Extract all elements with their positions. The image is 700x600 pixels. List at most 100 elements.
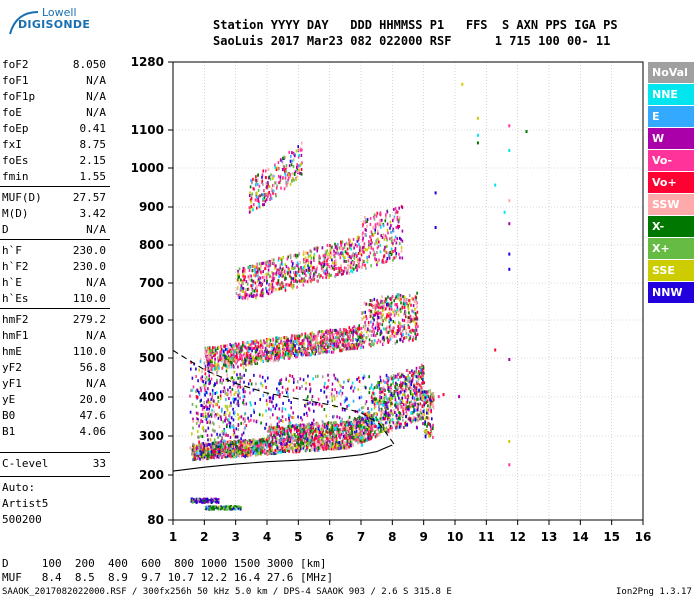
echo-point	[304, 332, 307, 336]
echo-point	[348, 403, 350, 407]
echo-point	[227, 449, 230, 453]
echo-point	[324, 272, 327, 276]
echo-point	[421, 397, 423, 400]
echo-point	[258, 355, 260, 359]
echo-point	[419, 388, 422, 392]
echo-point	[314, 375, 317, 379]
echo-point	[373, 213, 376, 217]
echo-point	[250, 362, 252, 366]
echo-point	[354, 435, 356, 438]
echo-point	[285, 378, 287, 381]
echo-point	[392, 381, 394, 385]
echo-point	[250, 414, 252, 418]
echo-point	[422, 395, 424, 399]
echo-point	[323, 333, 325, 337]
echo-point	[388, 423, 390, 427]
echo-point	[311, 395, 314, 398]
echo-point	[248, 419, 250, 423]
echo-point	[336, 336, 338, 340]
echo-point	[226, 446, 228, 450]
echo-point	[232, 359, 234, 363]
echo-point	[370, 414, 373, 418]
echo-point	[385, 330, 388, 334]
echo-point	[305, 348, 307, 352]
echo-point	[208, 358, 211, 361]
echo-point	[379, 340, 382, 344]
y-tick-label: 1280	[131, 55, 164, 69]
echo-point	[396, 303, 398, 306]
echo-point	[322, 341, 324, 345]
echo-point	[401, 373, 404, 377]
echo-point	[385, 414, 387, 418]
echo-point	[260, 440, 263, 444]
echo-point	[386, 411, 388, 415]
echo-point	[227, 364, 230, 368]
echo-point	[366, 218, 369, 222]
echo-point	[283, 347, 285, 351]
echo-point	[317, 427, 320, 431]
echo-point	[363, 374, 365, 378]
echo-point	[270, 448, 272, 452]
param-name: h`F	[2, 244, 22, 257]
echo-point	[362, 345, 365, 349]
echo-point	[380, 388, 383, 392]
echo-point	[396, 387, 398, 391]
echo-point	[411, 328, 414, 332]
echo-point	[287, 339, 289, 343]
echo-point	[236, 440, 239, 444]
echo-point	[370, 238, 372, 242]
echo-point	[317, 448, 320, 452]
echo-point	[364, 310, 366, 314]
echo-point	[357, 329, 359, 333]
echo-point	[376, 341, 378, 345]
echo-point	[415, 366, 418, 370]
echo-point	[254, 353, 257, 357]
echo-point	[304, 351, 307, 355]
echo-point	[249, 356, 251, 360]
echo-point	[361, 422, 364, 426]
echo-point	[284, 438, 286, 442]
echo-point	[415, 298, 417, 302]
echo-point	[419, 384, 422, 388]
echo-point	[331, 437, 333, 441]
echo-point	[303, 423, 305, 427]
echo-point	[227, 347, 230, 351]
echo-point	[367, 334, 370, 338]
echo-point	[416, 397, 418, 401]
echo-point	[278, 445, 280, 449]
echo-point	[316, 334, 319, 338]
echo-point	[258, 444, 261, 448]
echo-point	[263, 437, 266, 441]
echo-point	[283, 429, 286, 433]
param-row-hmf2: hmF2 279.2	[2, 313, 106, 329]
echo-point	[346, 404, 348, 408]
echo-point	[364, 423, 366, 427]
echo-point	[274, 436, 276, 439]
echo-point	[393, 326, 395, 330]
echo-point	[333, 343, 335, 347]
echo-point	[233, 352, 236, 356]
echo-point	[396, 329, 399, 332]
echo-point	[249, 347, 252, 351]
echo-point	[390, 389, 393, 393]
echo-point	[249, 401, 251, 405]
echo-point	[342, 344, 345, 347]
echo-point	[289, 421, 292, 425]
echo-point	[406, 423, 409, 427]
echo-point	[356, 424, 359, 428]
echo-point	[386, 420, 388, 424]
echo-point	[407, 405, 410, 409]
echo-point	[414, 329, 416, 332]
echo-point	[409, 386, 411, 390]
echo-point	[292, 348, 294, 352]
echo-point	[326, 337, 329, 341]
echo-point	[358, 324, 360, 328]
echo-point	[339, 340, 342, 344]
echo-point	[231, 348, 233, 352]
echo-point	[221, 444, 224, 448]
echo-point	[396, 404, 399, 408]
echo-point	[361, 429, 363, 432]
clevel-value: 33	[92, 457, 106, 470]
echo-point	[239, 439, 241, 443]
echo-point	[243, 353, 245, 357]
